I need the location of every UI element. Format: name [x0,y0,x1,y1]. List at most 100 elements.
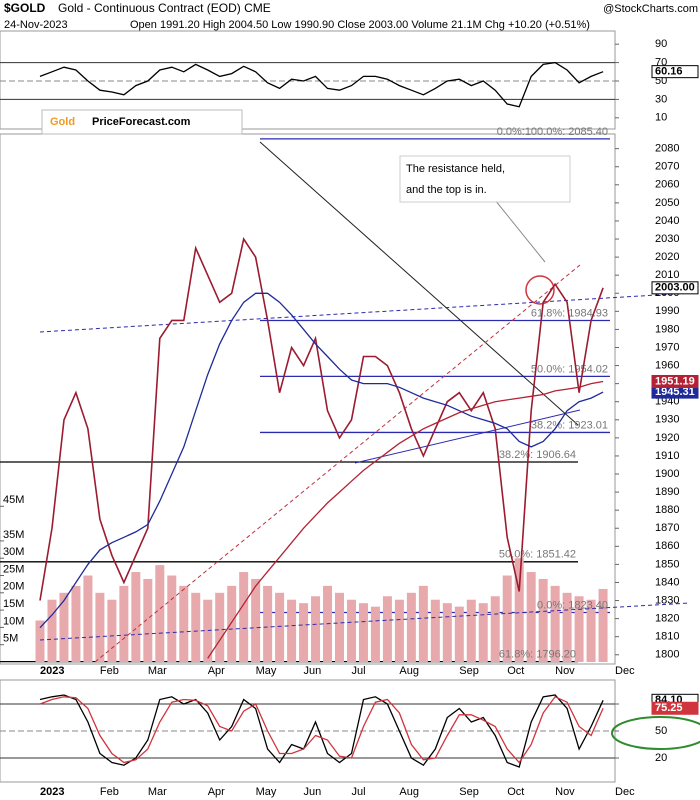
fib-label: 0.0%: 1823.40 [537,599,608,611]
x-tick-label: Jun [304,786,322,798]
volume-bar [47,599,57,662]
volume-bar [203,599,213,662]
volume-bar [215,592,225,662]
y2-tick-label: 45M [3,494,24,506]
logo-box [41,109,243,135]
y-tick-label: 1910 [655,450,679,462]
volume-bar [550,585,560,662]
logo-site: PriceForecast.com [92,116,191,128]
volume-bar [478,603,488,662]
series-line [39,292,604,629]
y-tick-label: 1870 [655,522,679,534]
volume-bar [346,599,356,662]
downtrend [259,141,579,426]
y2-tick-label: 25M [3,563,24,575]
x-tick-label: 2023 [40,665,64,677]
x-tick-label: Feb [100,786,119,798]
last-value-box [651,65,699,79]
y-tick-label: 1990 [655,305,679,317]
fib-label: 50.0%: 1851.42 [499,549,576,561]
upper-dashed-trend [39,292,691,333]
volume-bar [119,585,129,662]
volume-bar [227,585,237,662]
volume-bar [442,603,452,662]
volume-bar [454,606,464,662]
series-line [39,236,604,601]
volume-bar [107,599,117,662]
volume-bar [299,603,309,662]
volume-bar [430,599,440,662]
volume-bar [275,592,285,662]
quote: Open 1991.20 High 2004.50 Low 1990.90 Cl… [130,19,590,31]
volume-bar [143,578,153,662]
highlight-circle [525,275,555,305]
x-tick-label: Apr [208,665,225,677]
callout-arrow [494,199,546,263]
last-value-label: 1951.19 [655,375,695,387]
y-tick-label: 20 [655,752,667,764]
y-tick-label: 1900 [655,468,679,480]
volume-bar [335,592,344,662]
y-tick-label: 1960 [655,359,679,371]
volume-bar [574,596,584,662]
volume-bar [239,572,249,662]
x-tick-label: Aug [399,786,419,798]
y-tick-label: 1940 [655,396,679,408]
x-tick-label: Mar [148,665,167,677]
instrument-name: Gold - Continuous Contract (EOD) CME [58,1,271,15]
annotation: and the top is in. [406,184,487,196]
y-tick-label: 2070 [655,161,679,173]
volume-bar [526,572,536,662]
y-tick-label: 1970 [655,341,679,353]
y2-tick-label: 5M [3,633,18,645]
x-tick-label: Aug [399,665,419,677]
date: 24-Nov-2023 [4,19,68,31]
trendlines [39,141,700,750]
y-tick-label: 2050 [655,197,679,209]
y-tick-label: 1830 [655,594,679,606]
volume-bar [191,592,201,662]
y2-tick-label: 10M [3,615,24,627]
logo-gold: Gold [50,116,75,128]
volume-bar [263,585,273,662]
volume-bar [35,620,45,662]
y-tick-label: 2010 [655,269,679,281]
y-tick-label: 1840 [655,576,679,588]
volume-bar [418,585,428,662]
y-tick-label: 2040 [655,215,679,227]
last-value-box [651,374,699,388]
last-value-label: 75.25 [655,702,683,714]
y2-tick-label: 30M [3,546,24,558]
rsi-frame [0,30,616,130]
x-tick-label: Apr [208,786,225,798]
volume-bar [490,596,500,662]
x-tick-label: Dec [615,786,635,798]
symbol: $GOLD [4,1,46,15]
last-value-label: 2003.00 [655,282,695,294]
volume-bar [251,578,261,662]
callout-box [399,155,571,203]
volume-bar [514,558,524,662]
x-tick-label: Jun [304,665,322,677]
fib-label: 50.0%: 1954.02 [531,363,608,375]
volume-bar [59,592,69,662]
volume-bar [358,603,368,662]
y-tick-label: 1920 [655,432,679,444]
y-tick-label: 90 [655,38,667,50]
y-tick-label: 1860 [655,540,679,552]
x-tick-label: Nov [555,665,575,677]
series-line [39,695,604,764]
y-tick-label: 1930 [655,414,679,426]
volume-bar [502,575,512,662]
y2-tick-label: 15M [3,598,24,610]
last-value-box [651,281,699,295]
volume-bar [71,585,81,662]
y-tick-label: 1850 [655,558,679,570]
x-tick-label: Feb [100,665,119,677]
volume-bar [586,599,596,662]
y-tick-label: 2060 [655,179,679,191]
x-tick-label: Sep [459,786,479,798]
volume-bar [370,606,380,662]
series-line [207,380,604,659]
